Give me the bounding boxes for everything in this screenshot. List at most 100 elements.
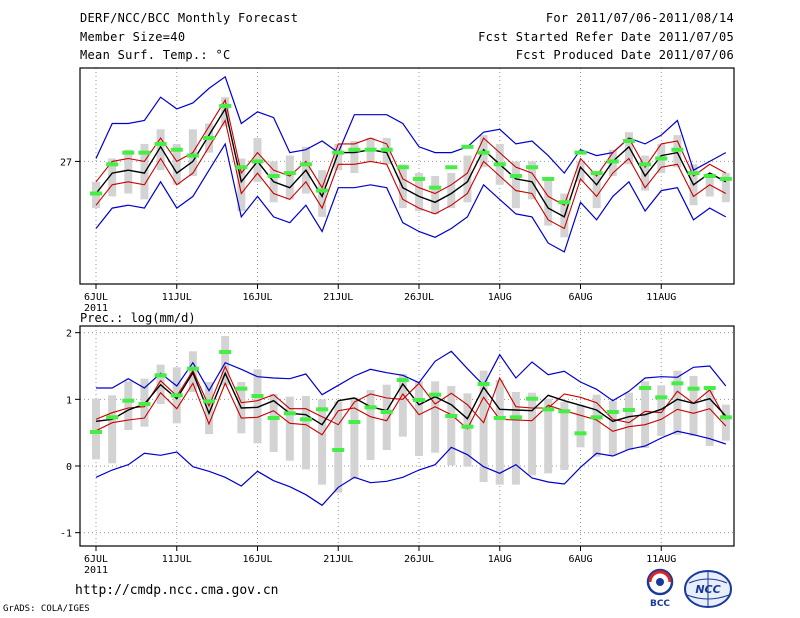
precip-spread-box [592, 394, 601, 457]
precip-spread-box [253, 369, 262, 444]
temp-upper-line [95, 98, 727, 206]
precip-spread-box [366, 390, 375, 460]
precip-x-tick-label: 1AUG [488, 554, 512, 565]
precip-obs-marker [267, 416, 280, 420]
precip-spread-box [463, 393, 472, 467]
precip-spread-box [415, 381, 423, 456]
precip-spread-box [334, 401, 343, 493]
precip-spread-box [673, 370, 682, 435]
ncc-logo-icon: NCC [684, 570, 732, 608]
temp-spread-box [172, 143, 181, 185]
forecast-period-label: For 2011/07/06-2011/08/14 [545, 11, 734, 25]
precip-obs-marker [590, 415, 603, 420]
temp-spread-box [140, 143, 149, 200]
variable-label: Mean Surf. Temp.: °C [80, 48, 231, 62]
temp-x-year-label: 2011 [84, 303, 108, 314]
temp-obs-marker [316, 188, 329, 193]
temp-obs-marker [429, 185, 442, 190]
precip-x-tick-label: 26JUL [404, 554, 434, 565]
precip-spread-box [269, 394, 278, 452]
temp-lower-line [95, 119, 727, 230]
temp-spread-box [237, 158, 246, 212]
precip-obs-marker [219, 350, 232, 354]
temp-spread-box [334, 143, 343, 171]
temp-obs-marker [574, 150, 587, 155]
temp-obs-marker [413, 176, 425, 181]
precip-obs-marker [90, 430, 102, 434]
temp-spread-box [108, 158, 117, 197]
precip-spread-box [124, 381, 133, 430]
precip-spread-box [624, 392, 633, 450]
precip-spread-box [398, 374, 407, 437]
temp-x-tick-label: 21JUL [323, 292, 353, 303]
precip-x-tick-label: 6JUL [84, 554, 108, 565]
precip-spread-box [318, 399, 327, 485]
temp-obs-marker [364, 147, 377, 152]
precip-spread-box [205, 382, 214, 434]
precip-spread-box [721, 404, 730, 441]
temp-x-tick-label: 1AUG [488, 292, 512, 303]
precip-spread-box [495, 380, 504, 485]
temp-spread-box [318, 170, 327, 217]
temp-x-tick-label: 6AUG [568, 292, 592, 303]
precip-obs-marker [429, 392, 442, 397]
temp-spread-box [576, 161, 585, 182]
temp-obs-marker [526, 165, 539, 170]
precip-plot-frame [79, 325, 735, 547]
precip-obs-marker [703, 386, 716, 390]
temp-obs-marker [509, 174, 522, 178]
precip-spread-box [221, 336, 230, 386]
temp-obs-marker [606, 159, 619, 164]
precip-obs-marker [186, 366, 199, 371]
precip-obs-marker [639, 386, 652, 390]
temp-spread-box [447, 173, 456, 209]
precip-y-tick-label: 2 [66, 329, 72, 340]
source-url[interactable]: http://cmdp.ncc.cma.gov.cn [75, 583, 279, 598]
precip-obs-marker [574, 431, 587, 436]
bcc-logo-icon: BCC [646, 568, 674, 608]
precip-spread-box [285, 396, 294, 461]
grads-credit: GrADS: COLA/IGES [3, 604, 90, 614]
precip-obs-marker [203, 399, 216, 404]
chart-title: DERF/NCC/BCC Monthly Forecast [80, 11, 299, 25]
temp-obs-marker [396, 165, 409, 170]
precip-obs-marker [671, 381, 684, 386]
temp-obs-marker [493, 162, 506, 167]
precip-spread-box [608, 400, 617, 456]
precip-obs-marker [299, 417, 312, 422]
precip-obs-marker [348, 420, 361, 424]
temp-obs-marker [106, 162, 119, 167]
temp-spread-box [721, 173, 730, 203]
temp-obs-marker [299, 162, 312, 167]
precip-obs-marker [622, 408, 635, 412]
precip-obs-marker [316, 407, 329, 412]
temp-obs-marker [687, 171, 700, 176]
temp-x-tick-label: 6JUL [84, 292, 108, 303]
temp-obs-marker [477, 150, 490, 155]
precip-spread-box [447, 386, 456, 466]
precip-spread-box [511, 392, 520, 485]
precip-obs-marker [606, 410, 619, 414]
precip-obs-marker [477, 382, 490, 386]
temp-obs-marker [186, 153, 199, 158]
precip-spread-box [560, 402, 569, 470]
temp-obs-marker [90, 191, 102, 196]
precip-obs-marker [719, 415, 732, 420]
precip-obs-marker [493, 416, 506, 420]
temp-obs-marker [348, 147, 361, 152]
temp-plot-frame [79, 67, 735, 285]
precip-obs-marker [509, 415, 522, 420]
produced-date-label: Fcst Produced Date 2011/07/06 [515, 48, 734, 62]
precip-obs-marker [558, 409, 571, 414]
precip-y-tick-label: 0 [66, 462, 72, 473]
precip-obs-marker [138, 402, 151, 406]
temp-obs-marker [461, 144, 474, 149]
temp-obs-marker [251, 159, 264, 164]
precip-spread-box [479, 370, 488, 482]
precip-x-tick-label: 11AUG [646, 554, 676, 565]
precip-max-line [96, 350, 727, 402]
temp-spread-box [511, 161, 520, 209]
temp-obs-marker [445, 165, 458, 170]
precip-spread-box [689, 376, 698, 436]
temp-obs-marker [703, 174, 716, 178]
